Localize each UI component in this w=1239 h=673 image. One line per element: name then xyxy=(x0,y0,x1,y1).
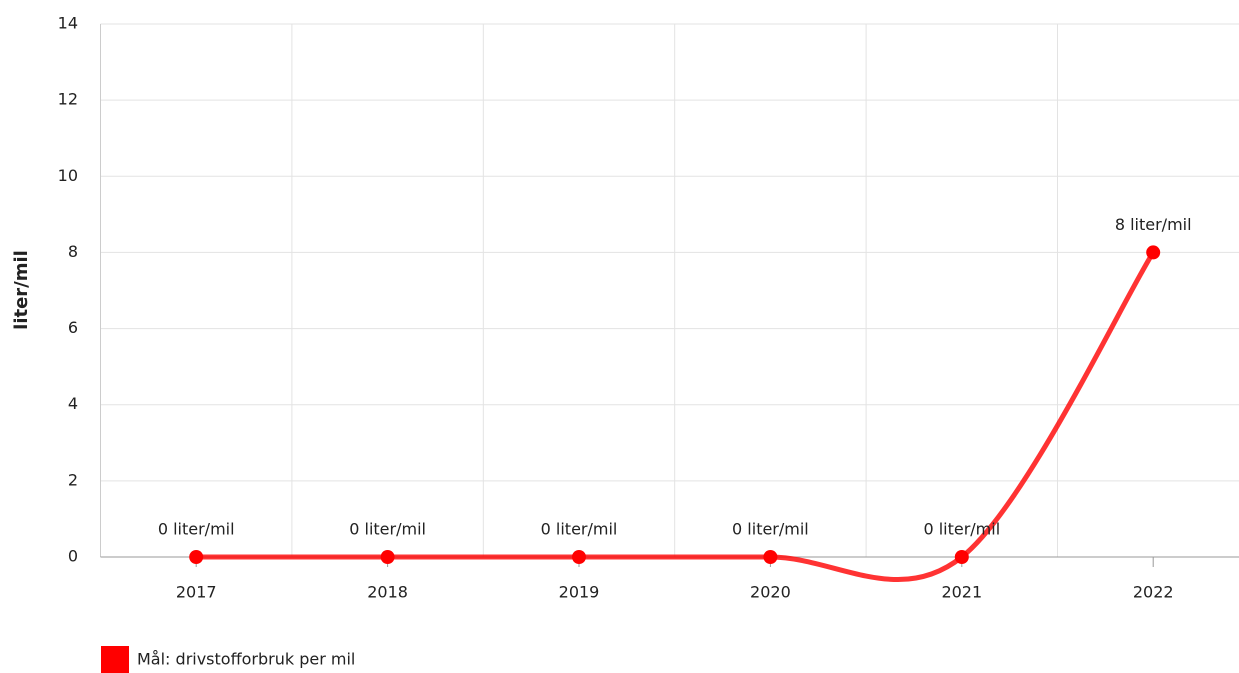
legend-label: Mål: drivstofforbruk per mil xyxy=(137,650,355,669)
x-tick-label: 2019 xyxy=(559,583,600,602)
y-axis-label: liter/mil xyxy=(11,250,32,330)
y-tick-label: 6 xyxy=(68,318,78,337)
x-tick-label: 2020 xyxy=(750,583,791,602)
data-label: 0 liter/mil xyxy=(541,520,618,539)
point xyxy=(572,550,586,564)
data-label: 0 liter/mil xyxy=(158,520,235,539)
legend-swatch xyxy=(101,646,129,673)
data-label: 0 liter/mil xyxy=(349,520,426,539)
point xyxy=(189,550,204,564)
point xyxy=(380,550,395,564)
data-label: 0 liter/mil xyxy=(732,520,809,539)
y-tick-label: 8 xyxy=(68,242,78,261)
y-tick-label: 14 xyxy=(58,14,78,33)
y-tick-label: 0 xyxy=(68,547,78,566)
y-tick-label: 4 xyxy=(68,394,78,413)
x-tick-label: 2017 xyxy=(176,583,217,602)
point xyxy=(1146,245,1161,260)
data-label: 8 liter/mil xyxy=(1115,215,1192,234)
y-tick-label: 10 xyxy=(58,166,78,185)
y-tick-label: 2 xyxy=(68,470,78,489)
data-label: 0 liter/mil xyxy=(923,520,1000,539)
x-tick-label: 2022 xyxy=(1133,583,1174,602)
point xyxy=(954,550,969,564)
x-tick-label: 2021 xyxy=(941,583,982,602)
point xyxy=(763,550,778,564)
y-tick-label: 12 xyxy=(58,90,78,109)
x-tick-label: 2018 xyxy=(367,583,408,602)
